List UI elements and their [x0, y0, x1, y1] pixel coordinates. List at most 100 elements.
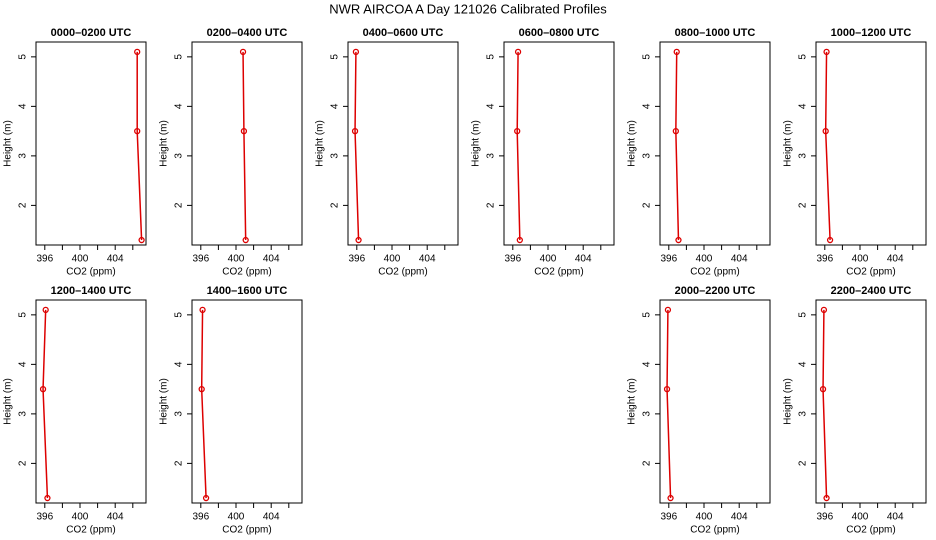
plot-frame	[815, 41, 927, 246]
y-tick-label: 4	[486, 103, 497, 109]
x-tick-label: 400	[852, 254, 869, 265]
marker	[355, 236, 362, 244]
plot-frame	[191, 41, 303, 246]
x-axis-label: CO2 (ppm)	[378, 267, 427, 278]
y-tick-label: 3	[174, 153, 185, 159]
y-tick-label: 5	[798, 312, 809, 318]
marker	[516, 236, 523, 244]
panel-title: 0200–0400 UTC	[207, 27, 288, 39]
panel-title: 0800–1000 UTC	[675, 27, 756, 39]
x-tick-label: 396	[816, 254, 833, 265]
y-tick-label: 5	[18, 312, 29, 318]
panel-title: 1200–1400 UTC	[51, 285, 132, 297]
y-tick-label: 2	[18, 460, 29, 466]
y-tick-label: 5	[18, 54, 29, 60]
y-tick-label: 5	[642, 54, 653, 60]
marker	[822, 127, 829, 135]
y-axis-label: Height (m)	[159, 120, 170, 167]
y-tick-label: 2	[330, 202, 341, 208]
y-tick-label: 4	[798, 103, 809, 109]
profile-line	[675, 51, 680, 241]
x-tick-label: 396	[36, 512, 53, 523]
y-tick-label: 4	[174, 103, 185, 109]
marker	[134, 48, 141, 56]
profile-line	[824, 51, 831, 241]
marker	[819, 385, 827, 393]
marker	[675, 236, 682, 244]
profile-line	[42, 309, 49, 499]
marker	[514, 127, 521, 135]
plot-frame	[659, 299, 771, 504]
marker	[351, 127, 359, 135]
y-tick-label: 3	[330, 153, 341, 159]
marker	[39, 385, 47, 393]
y-axis-label: Height (m)	[783, 378, 794, 425]
marker	[667, 494, 674, 502]
x-tick-label: 400	[852, 512, 869, 523]
y-tick-label: 5	[486, 54, 497, 60]
marker	[240, 127, 248, 135]
y-tick-label: 3	[798, 153, 809, 159]
x-tick-label: 400	[228, 512, 245, 523]
y-tick-label: 4	[642, 103, 653, 109]
x-tick-label: 396	[504, 254, 521, 265]
x-tick-label: 400	[696, 512, 713, 523]
marker	[823, 48, 830, 56]
y-axis-label: Height (m)	[315, 120, 326, 167]
x-axis-label: CO2 (ppm)	[690, 267, 739, 278]
plot-frame	[35, 299, 147, 504]
y-tick-label: 5	[174, 312, 185, 318]
marker	[514, 48, 522, 56]
marker	[820, 306, 828, 314]
y-tick-label: 3	[18, 153, 29, 159]
y-axis-label: Height (m)	[159, 378, 170, 425]
x-axis-label: CO2 (ppm)	[66, 525, 115, 536]
x-tick-label: 404	[263, 512, 280, 523]
x-tick-label: 400	[72, 512, 89, 523]
x-tick-label: 396	[36, 254, 53, 265]
x-tick-label: 400	[540, 254, 557, 265]
marker	[239, 48, 247, 56]
y-axis-label: Height (m)	[3, 378, 14, 425]
marker	[663, 385, 671, 393]
x-tick-label: 400	[696, 254, 713, 265]
marker	[134, 127, 141, 135]
x-tick-label: 400	[72, 254, 89, 265]
x-tick-label: 400	[228, 254, 245, 265]
y-axis-label: Height (m)	[3, 120, 14, 167]
x-tick-label: 396	[348, 254, 365, 265]
x-tick-label: 396	[192, 512, 209, 523]
x-axis-label: CO2 (ppm)	[690, 525, 739, 536]
y-tick-label: 5	[330, 54, 341, 60]
x-axis-label: CO2 (ppm)	[534, 267, 583, 278]
y-tick-label: 4	[798, 361, 809, 367]
y-tick-label: 2	[642, 460, 653, 466]
x-tick-label: 404	[107, 512, 124, 523]
marker	[673, 48, 680, 56]
marker	[42, 306, 49, 314]
y-tick-label: 3	[642, 153, 653, 159]
y-tick-label: 4	[642, 361, 653, 367]
y-tick-label: 3	[174, 411, 185, 417]
y-tick-label: 4	[330, 103, 341, 109]
profile-line	[354, 51, 360, 241]
y-tick-label: 3	[486, 153, 497, 159]
plot-frame	[347, 41, 459, 246]
x-axis-label: CO2 (ppm)	[66, 267, 115, 278]
plot-frame	[35, 41, 147, 246]
x-tick-label: 404	[107, 254, 124, 265]
y-tick-label: 2	[798, 460, 809, 466]
x-tick-label: 404	[575, 254, 592, 265]
x-tick-label: 404	[419, 254, 436, 265]
y-tick-label: 5	[798, 54, 809, 60]
panel-title: 1400–1600 UTC	[207, 285, 288, 297]
x-axis-label: CO2 (ppm)	[222, 525, 271, 536]
marker	[202, 494, 210, 502]
marker	[826, 236, 834, 244]
panel-title: 2200–2400 UTC	[831, 285, 912, 297]
marker	[352, 48, 360, 56]
x-tick-label: 404	[263, 254, 280, 265]
y-tick-label: 4	[174, 361, 185, 367]
x-axis-label: CO2 (ppm)	[846, 267, 895, 278]
